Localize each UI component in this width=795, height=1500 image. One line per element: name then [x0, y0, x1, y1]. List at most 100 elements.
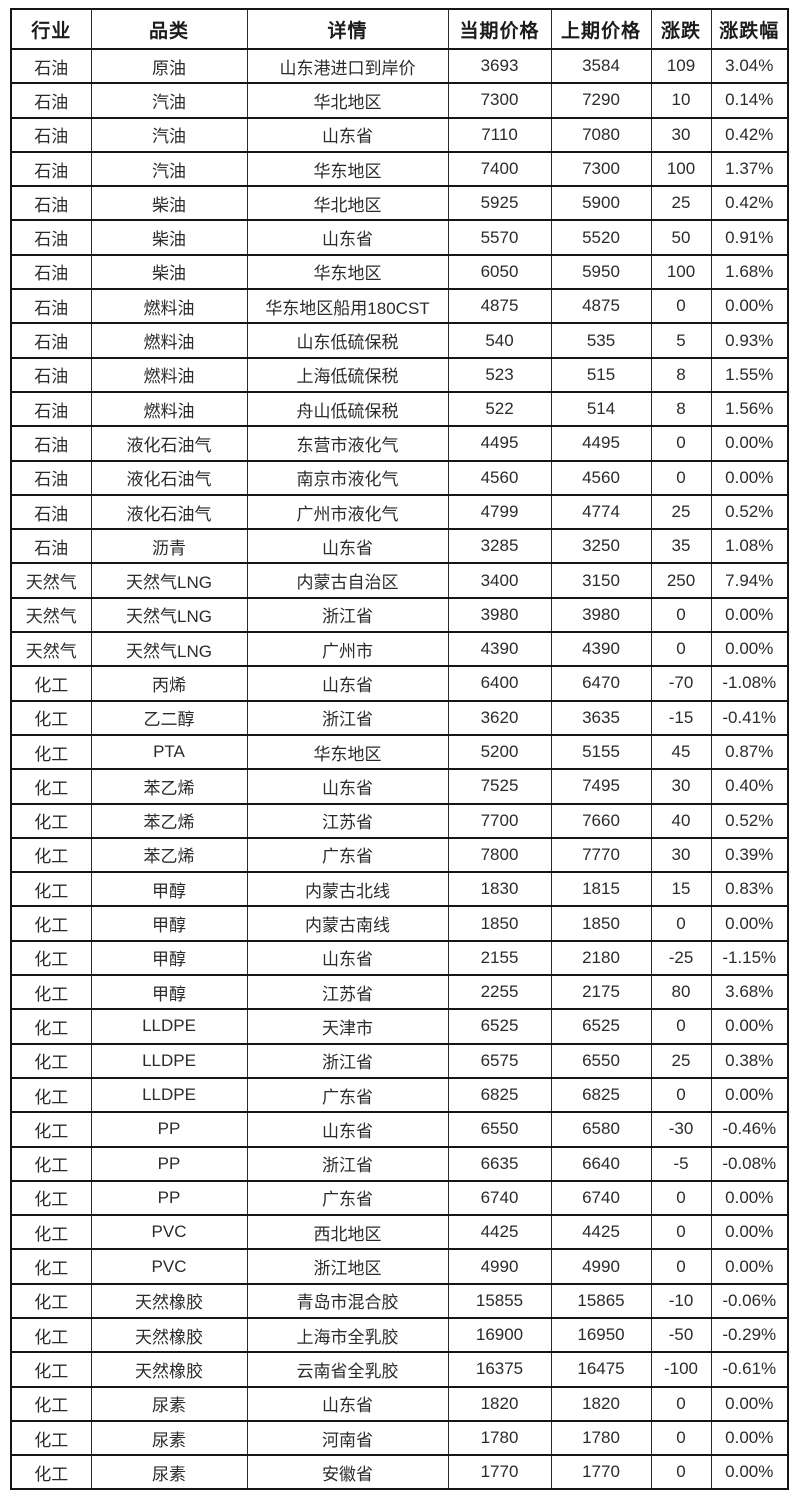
cell-detail: 天津市	[246, 1008, 449, 1045]
cell-detail: 舟山低硫保税	[246, 390, 449, 428]
cell-industry: 化工	[10, 1042, 92, 1079]
cell-change: -10	[650, 1282, 712, 1319]
cell-previous-price: 1850	[550, 905, 652, 942]
cell-current-price: 1820	[447, 1385, 552, 1422]
cell-previous-price: 2175	[550, 974, 652, 1011]
cell-change-pct: -1.08%	[710, 665, 789, 702]
cell-category: 燃料油	[90, 288, 248, 325]
cell-change-pct: 0.00%	[710, 1385, 789, 1422]
cell-detail: 内蒙古自治区	[246, 562, 449, 599]
cell-previous-price: 515	[550, 356, 652, 393]
cell-change-pct: 0.00%	[710, 1008, 789, 1045]
cell-change: 45	[650, 733, 712, 771]
cell-category: 乙二醇	[90, 699, 248, 736]
cell-industry: 石油	[10, 253, 92, 291]
table-row: 石油 燃料油 华东地区船用180CST 4875 4875 0 0.00%	[10, 288, 789, 325]
cell-previous-price: 1815	[550, 871, 652, 908]
cell-change-pct: 0.40%	[710, 768, 789, 805]
cell-industry: 化工	[10, 1008, 92, 1045]
cell-detail: 南京市液化气	[246, 459, 449, 496]
cell-change: -25	[650, 939, 712, 977]
cell-previous-price: 1780	[550, 1419, 652, 1457]
cell-previous-price: 7495	[550, 768, 652, 805]
cell-industry: 化工	[10, 939, 92, 977]
cell-category: PP	[90, 1111, 248, 1148]
cell-current-price: 4560	[447, 459, 552, 496]
cell-current-price: 7525	[447, 768, 552, 805]
cell-previous-price: 1820	[550, 1385, 652, 1422]
cell-detail: 广州市	[246, 631, 449, 668]
cell-category: 燃料油	[90, 322, 248, 359]
cell-industry: 化工	[10, 1351, 92, 1388]
cell-previous-price: 4990	[550, 1248, 652, 1285]
cell-current-price: 1770	[447, 1454, 552, 1491]
cell-current-price: 2255	[447, 974, 552, 1011]
table-row: 天然气 天然气LNG 内蒙古自治区 3400 3150 250 7.94%	[10, 562, 789, 599]
cell-current-price: 2155	[447, 939, 552, 977]
cell-current-price: 7700	[447, 802, 552, 839]
cell-previous-price: 6470	[550, 665, 652, 702]
cell-category: 甲醇	[90, 905, 248, 942]
cell-change-pct: 0.14%	[710, 82, 789, 119]
cell-current-price: 6575	[447, 1042, 552, 1079]
cell-category: 柴油	[90, 253, 248, 291]
cell-current-price: 5925	[447, 185, 552, 222]
cell-current-price: 3620	[447, 699, 552, 736]
cell-category: PVC	[90, 1214, 248, 1251]
cell-category: 天然气LNG	[90, 562, 248, 599]
table-row: 化工 苯乙烯 江苏省 7700 7660 40 0.52%	[10, 802, 789, 839]
cell-current-price: 3693	[447, 47, 552, 85]
cell-change: 25	[650, 493, 712, 531]
cell-change-pct: 3.04%	[710, 47, 789, 85]
cell-previous-price: 3250	[550, 528, 652, 565]
table-row: 天然气 天然气LNG 浙江省 3980 3980 0 0.00%	[10, 596, 789, 634]
cell-previous-price: 6525	[550, 1008, 652, 1045]
cell-current-price: 16900	[447, 1316, 552, 1354]
cell-change-pct: 0.42%	[710, 116, 789, 153]
cell-previous-price: 6550	[550, 1042, 652, 1079]
cell-industry: 化工	[10, 1145, 92, 1182]
table-row: 石油 汽油 山东省 7110 7080 30 0.42%	[10, 116, 789, 153]
cell-current-price: 1780	[447, 1419, 552, 1457]
cell-change: 0	[650, 1248, 712, 1285]
cell-industry: 化工	[10, 802, 92, 839]
cell-previous-price: 5155	[550, 733, 652, 771]
cell-industry: 石油	[10, 47, 92, 85]
cell-change: -100	[650, 1351, 712, 1388]
cell-change-pct: -0.61%	[710, 1351, 789, 1388]
cell-detail: 江苏省	[246, 974, 449, 1011]
header-detail: 详情	[246, 8, 449, 50]
cell-detail: 内蒙古南线	[246, 905, 449, 942]
table-body: 石油 原油 山东港进口到岸价 3693 3584 109 3.04% 石油 汽油 华北地区 7300…	[10, 47, 789, 1491]
cell-previous-price: 4560	[550, 459, 652, 496]
table-row: 化工 丙烯 山东省 6400 6470 -70 -1.08%	[10, 665, 789, 702]
cell-category: PP	[90, 1145, 248, 1182]
cell-change: 50	[650, 219, 712, 256]
table-row: 化工 天然橡胶 青岛市混合胶 15855 15865 -10 -0.06%	[10, 1282, 789, 1319]
cell-previous-price: 4495	[550, 425, 652, 462]
cell-industry: 化工	[10, 871, 92, 908]
table-row: 化工 苯乙烯 广东省 7800 7770 30 0.39%	[10, 836, 789, 874]
cell-category: 柴油	[90, 185, 248, 222]
cell-current-price: 540	[447, 322, 552, 359]
cell-detail: 内蒙古北线	[246, 871, 449, 908]
cell-detail: 青岛市混合胶	[246, 1282, 449, 1319]
cell-detail: 山东省	[246, 116, 449, 153]
cell-change-pct: 0.00%	[710, 596, 789, 634]
cell-change-pct: 0.00%	[710, 425, 789, 462]
cell-industry: 化工	[10, 1454, 92, 1491]
cell-detail: 山东省	[246, 1385, 449, 1422]
cell-detail: 江苏省	[246, 802, 449, 839]
cell-industry: 石油	[10, 185, 92, 222]
cell-current-price: 4425	[447, 1214, 552, 1251]
table-row: 化工 PP 山东省 6550 6580 -30 -0.46%	[10, 1111, 789, 1148]
cell-industry: 化工	[10, 1111, 92, 1148]
cell-change: 35	[650, 528, 712, 565]
cell-change: 0	[650, 631, 712, 668]
cell-change: 8	[650, 356, 712, 393]
cell-change: 0	[650, 596, 712, 634]
table-row: 化工 天然橡胶 云南省全乳胶 16375 16475 -100 -0.61%	[10, 1351, 789, 1388]
header-previous-price: 上期价格	[550, 8, 652, 50]
cell-previous-price: 7080	[550, 116, 652, 153]
table-row: 化工 甲醇 山东省 2155 2180 -25 -1.15%	[10, 939, 789, 977]
